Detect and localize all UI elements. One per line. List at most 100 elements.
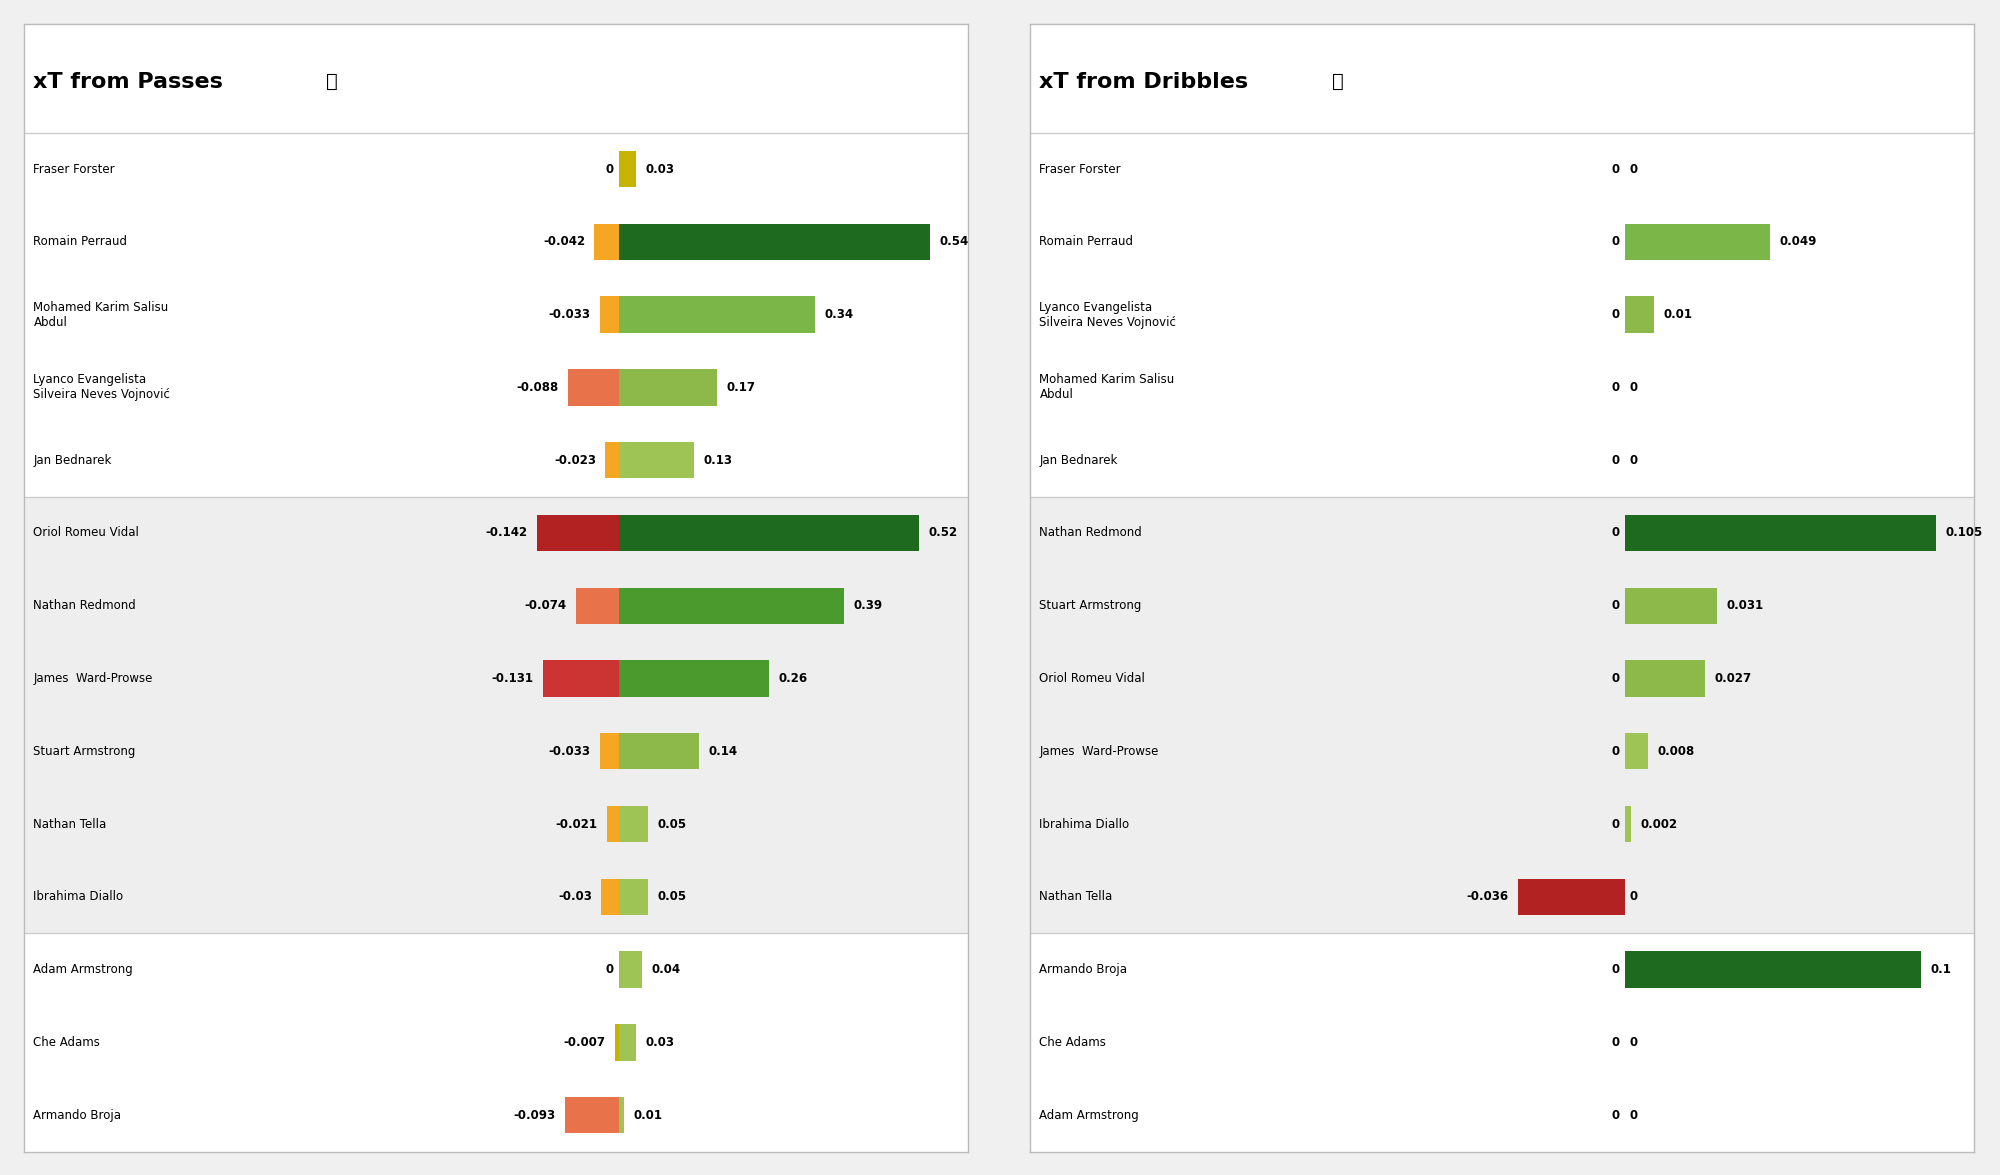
Bar [1624, 733, 1648, 770]
Bar [618, 806, 648, 842]
Text: 0: 0 [1612, 1109, 1620, 1122]
Text: 0: 0 [1630, 162, 1638, 175]
Bar [618, 952, 642, 988]
Text: 0.14: 0.14 [708, 745, 738, 758]
Text: 0.01: 0.01 [1664, 308, 1692, 321]
Text: Lyanco Evangelista
Silveira Neves Vojnović: Lyanco Evangelista Silveira Neves Vojnov… [1040, 301, 1176, 329]
Text: -0.033: -0.033 [548, 745, 590, 758]
Bar [602, 879, 618, 915]
Text: Ibrahima Diallo: Ibrahima Diallo [1040, 818, 1130, 831]
Text: 0.105: 0.105 [1946, 526, 1982, 539]
Text: 0: 0 [1612, 454, 1620, 466]
Text: Lyanco Evangelista
Silveira Neves Vojnović: Lyanco Evangelista Silveira Neves Vojnov… [34, 374, 170, 402]
Text: 0: 0 [1612, 818, 1620, 831]
Text: Fraser Forster: Fraser Forster [34, 162, 116, 175]
Bar [618, 515, 918, 551]
Bar [618, 1025, 636, 1061]
Bar [1624, 806, 1630, 842]
Bar [1030, 133, 1974, 497]
Text: 0: 0 [1612, 162, 1620, 175]
Text: Adam Armstrong: Adam Armstrong [34, 963, 134, 976]
Text: 0.54: 0.54 [940, 235, 968, 248]
Text: 0: 0 [1612, 599, 1620, 612]
Text: 0.03: 0.03 [646, 162, 674, 175]
Text: -0.093: -0.093 [514, 1109, 556, 1122]
Bar [1030, 933, 1974, 1152]
Text: Romain Perraud: Romain Perraud [34, 235, 128, 248]
Text: 0: 0 [1630, 1036, 1638, 1049]
Text: 0.13: 0.13 [704, 454, 732, 466]
Text: 0.39: 0.39 [854, 599, 882, 612]
Bar [536, 515, 618, 551]
Text: Che Adams: Che Adams [34, 1036, 100, 1049]
Bar [1030, 497, 1974, 933]
Bar [618, 442, 694, 478]
Text: -0.131: -0.131 [492, 672, 534, 685]
Bar [24, 933, 968, 1152]
Bar [1624, 588, 1716, 624]
Bar [1030, 24, 1974, 133]
Text: 0.002: 0.002 [1640, 818, 1678, 831]
Text: 0: 0 [1612, 1036, 1620, 1049]
Text: 0: 0 [1630, 381, 1638, 394]
Text: James  Ward-Prowse: James Ward-Prowse [1040, 745, 1158, 758]
Text: Stuart Armstrong: Stuart Armstrong [34, 745, 136, 758]
Text: Jan Bednarek: Jan Bednarek [1040, 454, 1118, 466]
Bar [1624, 223, 1770, 260]
Text: 0.031: 0.031 [1726, 599, 1764, 612]
Text: Armando Broja: Armando Broja [1040, 963, 1128, 976]
Text: 0.027: 0.027 [1714, 672, 1752, 685]
Text: Nathan Tella: Nathan Tella [34, 818, 106, 831]
Text: -0.042: -0.042 [542, 235, 586, 248]
Text: 0: 0 [1612, 526, 1620, 539]
Text: 0: 0 [1612, 672, 1620, 685]
Bar [618, 150, 636, 187]
Bar [544, 660, 618, 697]
Text: 0.04: 0.04 [652, 963, 680, 976]
Bar [600, 733, 618, 770]
Text: -0.021: -0.021 [556, 818, 598, 831]
Text: Adam Armstrong: Adam Armstrong [1040, 1109, 1140, 1122]
Bar [1518, 879, 1624, 915]
Text: 0: 0 [1630, 1109, 1638, 1122]
Text: xT from Passes: xT from Passes [34, 72, 224, 92]
Text: 0: 0 [1612, 381, 1620, 394]
Text: 0: 0 [606, 162, 614, 175]
Text: xT from Dribbles: xT from Dribbles [1040, 72, 1248, 92]
Text: 0.049: 0.049 [1780, 235, 1816, 248]
Bar [618, 733, 700, 770]
Text: 0: 0 [606, 963, 614, 976]
Text: 0.1: 0.1 [1930, 963, 1952, 976]
Bar [618, 296, 814, 333]
Text: Romain Perraud: Romain Perraud [1040, 235, 1134, 248]
Bar [618, 369, 716, 405]
Bar [566, 1097, 618, 1134]
Text: 0: 0 [1630, 454, 1638, 466]
Bar [568, 369, 618, 405]
Bar [606, 442, 618, 478]
Bar [1624, 296, 1654, 333]
Text: Ibrahima Diallo: Ibrahima Diallo [34, 891, 124, 904]
Bar [1624, 515, 1936, 551]
Bar [618, 1097, 624, 1134]
Text: ⚽: ⚽ [1332, 72, 1344, 92]
Text: 0.03: 0.03 [646, 1036, 674, 1049]
Text: -0.03: -0.03 [558, 891, 592, 904]
Text: 0: 0 [1612, 308, 1620, 321]
Text: 0.05: 0.05 [658, 818, 686, 831]
Text: 0.05: 0.05 [658, 891, 686, 904]
Text: Nathan Tella: Nathan Tella [1040, 891, 1112, 904]
Bar [24, 24, 968, 133]
Text: 0.52: 0.52 [928, 526, 958, 539]
Text: 0.17: 0.17 [726, 381, 756, 394]
Text: 0.26: 0.26 [778, 672, 808, 685]
Text: 0: 0 [1630, 891, 1638, 904]
Text: 0.34: 0.34 [824, 308, 854, 321]
Text: 0: 0 [1612, 963, 1620, 976]
Text: -0.074: -0.074 [524, 599, 566, 612]
Text: -0.142: -0.142 [486, 526, 528, 539]
Text: Mohamed Karim Salisu
Abdul: Mohamed Karim Salisu Abdul [1040, 374, 1174, 402]
Text: 0.008: 0.008 [1658, 745, 1696, 758]
Text: ⚽: ⚽ [326, 72, 338, 92]
Text: Che Adams: Che Adams [1040, 1036, 1106, 1049]
